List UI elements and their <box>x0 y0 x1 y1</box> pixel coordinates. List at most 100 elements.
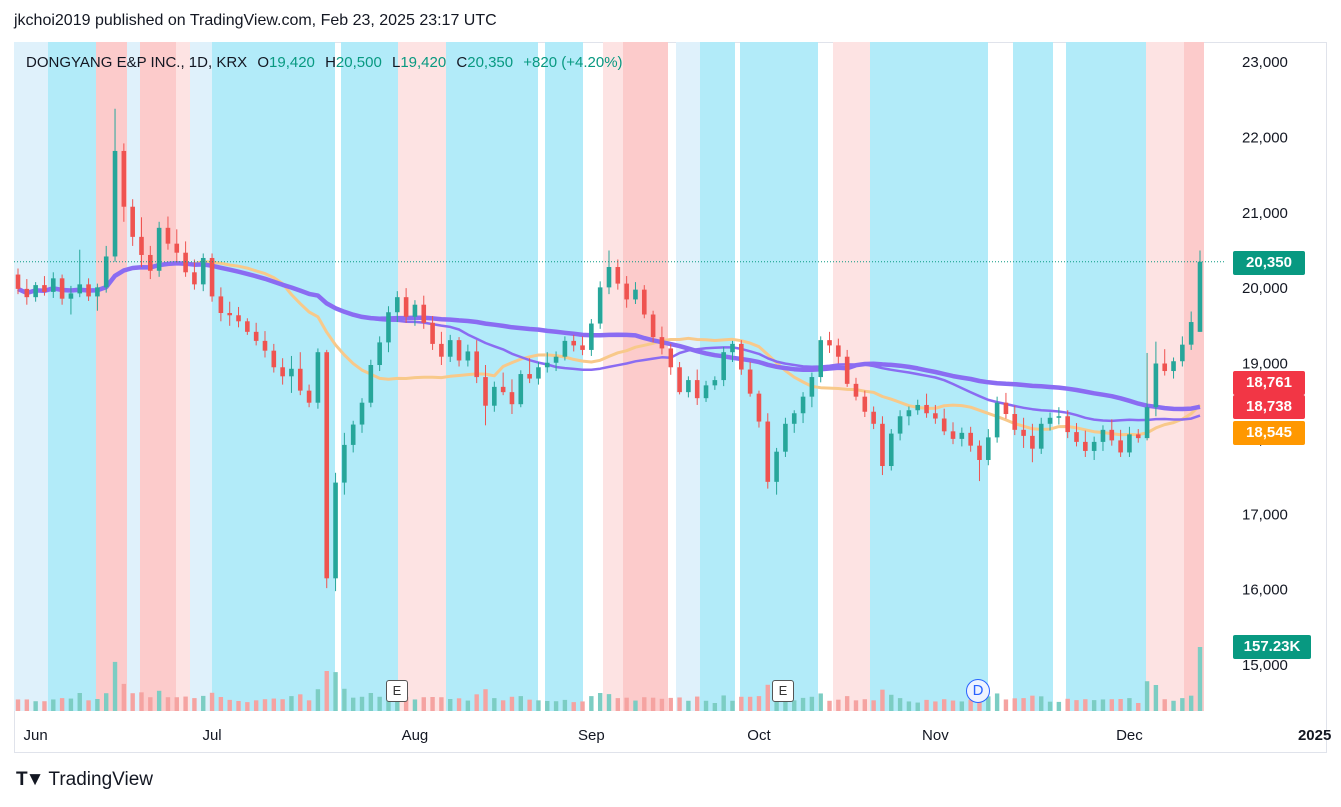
candle-body <box>712 380 718 386</box>
time-axis-label: 2025 <box>1298 727 1331 744</box>
candle-body <box>421 304 427 323</box>
volume-bar <box>315 689 321 711</box>
candle-body <box>1021 429 1026 436</box>
candle-body <box>571 340 577 346</box>
volume-bar <box>941 699 947 711</box>
volume-bar <box>271 698 277 711</box>
volume-bar <box>686 700 691 711</box>
volume-bar <box>1021 698 1026 711</box>
candle-body <box>1153 363 1159 408</box>
candle-body <box>465 351 471 361</box>
volume-bar <box>474 694 479 711</box>
candle-body <box>1188 322 1194 345</box>
volume-bar <box>42 701 47 711</box>
candle-body <box>386 312 391 343</box>
dividend-marker-icon[interactable]: D <box>966 679 990 703</box>
candle-body <box>597 287 603 324</box>
volume-bar <box>836 699 841 711</box>
volume-bar <box>77 693 82 711</box>
volume-bar <box>1012 698 1017 711</box>
volume-bar <box>924 699 929 711</box>
volume-bar <box>880 689 885 711</box>
volume-bar <box>324 671 329 711</box>
candle-body <box>156 227 162 271</box>
candle-body <box>739 343 744 370</box>
volume-bar <box>1180 698 1185 711</box>
volume-bar <box>156 690 162 711</box>
volume-bar <box>289 696 294 711</box>
candle-body <box>959 432 965 439</box>
background-band <box>623 42 668 711</box>
volume-bar <box>897 698 903 711</box>
last-price-tag: 20,350 <box>1233 251 1305 275</box>
candle-body <box>1065 416 1070 433</box>
symbol-header[interactable]: DONGYANG E&P INC., 1D, KRX O19,420 H20,5… <box>26 54 623 71</box>
candle-body <box>315 352 321 403</box>
candle-body <box>756 393 762 422</box>
open-label: O <box>257 54 270 71</box>
tradingview-logo[interactable]: T▼ TradingView <box>16 769 153 791</box>
candle-body <box>950 431 956 439</box>
price-axis-label: 16,000 <box>1242 582 1288 599</box>
volume-bar <box>1083 699 1088 711</box>
volume-bar <box>59 698 65 711</box>
background-band <box>14 42 48 711</box>
volume-bar <box>15 699 21 711</box>
candle-body <box>103 256 109 288</box>
candle-body <box>1056 416 1062 418</box>
volume-bar <box>730 700 735 711</box>
volume-bar <box>986 696 991 711</box>
candle-body <box>1100 429 1106 442</box>
ma-line-short <box>17 260 1202 437</box>
tradingview-logo-icon: T▼ <box>16 769 44 790</box>
candle-body <box>765 421 771 482</box>
volume-bar <box>262 699 268 711</box>
volume-bar <box>403 696 409 711</box>
candle-body <box>403 297 409 317</box>
volume-bar <box>977 695 982 711</box>
candle-body <box>236 315 241 322</box>
candle-body <box>297 368 303 391</box>
earnings-marker-icon[interactable]: E <box>386 680 408 702</box>
close-value: 20,350 <box>467 54 514 71</box>
volume-bar <box>201 695 206 711</box>
time-axis: JunJulAugSepOctNovDec2025Feb <box>24 727 1332 744</box>
candle-body <box>1047 417 1053 424</box>
volume-bar <box>51 699 56 711</box>
background-band <box>603 42 623 711</box>
volume-bar <box>1144 681 1150 711</box>
low-label: L <box>391 54 401 71</box>
volume-bar <box>624 697 629 711</box>
volume-bar <box>959 701 965 711</box>
volume-bar <box>280 699 285 711</box>
candle-body <box>518 374 524 405</box>
volume-tag: 157.23K <box>1233 635 1311 659</box>
candle-body <box>703 385 709 399</box>
volume-bar <box>1091 700 1097 711</box>
background-band <box>48 42 96 711</box>
candle-body <box>844 356 850 384</box>
volume-bar <box>950 700 956 711</box>
candle-body <box>694 380 700 399</box>
time-axis-label: Nov <box>922 727 949 744</box>
candle-body <box>245 321 250 332</box>
candle-body <box>368 365 374 403</box>
volume-bar <box>359 696 365 711</box>
volume-bar <box>448 699 453 711</box>
background-band <box>1066 42 1146 711</box>
volume-bar <box>844 696 850 711</box>
earnings-marker-icon[interactable]: E <box>772 680 794 702</box>
volume-bar <box>492 698 497 711</box>
ma-price-tag: 18,761 <box>1233 371 1305 395</box>
candle-body <box>112 150 118 257</box>
candle-body <box>262 340 268 351</box>
candle-body <box>509 392 515 405</box>
volume-bar <box>756 696 762 711</box>
ma-price-tag: 18,545 <box>1233 421 1305 445</box>
candle-body <box>447 340 453 357</box>
volume-bar <box>333 672 338 711</box>
moving-averages <box>17 260 1202 437</box>
candle-body <box>897 416 903 434</box>
candle-body <box>1171 361 1176 372</box>
